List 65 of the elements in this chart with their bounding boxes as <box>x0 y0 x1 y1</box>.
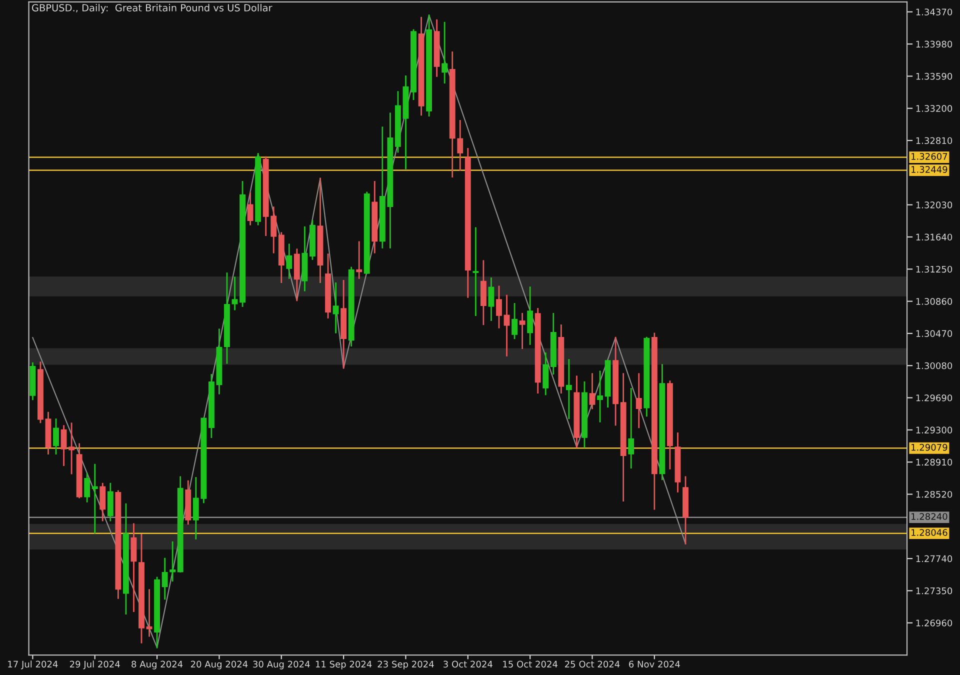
x-tick-label: 20 Aug 2024 <box>190 660 248 670</box>
candlestick <box>457 120 464 171</box>
y-tick-label: 1.30080 <box>916 362 952 370</box>
candlestick <box>92 464 98 534</box>
y-tick-label: 1.31250 <box>916 266 952 273</box>
candlestick <box>332 282 339 334</box>
x-tick-label: 15 Oct 2024 <box>503 660 558 668</box>
y-tick-label: 1.29300 <box>916 426 952 434</box>
y-tick-label: 1.33200 <box>916 105 952 112</box>
y-tick-label: 1.28520 <box>916 490 952 498</box>
y-tick-label: 1.30470 <box>916 330 952 337</box>
candlestick <box>480 260 486 326</box>
y-tick-label: 1.32810 <box>916 137 952 144</box>
candlestick <box>496 286 502 328</box>
y-tick-label: 1.33590 <box>916 72 952 80</box>
candlestick <box>232 276 238 310</box>
x-tick-label: 3 Oct 2024 <box>444 660 492 668</box>
candlestick <box>130 523 137 612</box>
x-tick-label: 25 Oct 2024 <box>565 660 620 668</box>
candlestick <box>68 422 75 474</box>
candlestick <box>472 227 479 316</box>
candlestick <box>512 303 518 340</box>
y-tick-label: 1.29690 <box>916 394 952 402</box>
x-tick-label: 29 Jul 2024 <box>70 660 120 670</box>
candlestick <box>84 472 90 502</box>
y-tick-label: 1.33980 <box>916 40 952 48</box>
candlestick <box>286 244 292 279</box>
x-tick-label: 17 Jul 2024 <box>8 660 58 670</box>
x-tick-label: 8 Aug 2024 <box>132 660 183 670</box>
y-tick-label: 1.31640 <box>916 234 952 241</box>
ref-line-label: 1.32449 <box>912 166 948 173</box>
candlestick <box>442 22 448 84</box>
ref-line-label: 1.32607 <box>912 153 948 160</box>
ref-line-label: 1.28240 <box>912 513 948 520</box>
x-tick-label: 30 Aug 2024 <box>253 660 310 670</box>
candlestick <box>519 312 526 349</box>
candlestick <box>53 418 59 455</box>
x-tick-label: 6 Nov 2024 <box>629 660 680 668</box>
candlestick <box>597 370 603 422</box>
chart-title: GBPUSD., Daily: Great Britain Pound vs US Dollar <box>32 4 272 14</box>
candlestick <box>60 425 67 466</box>
candlestick <box>488 277 494 321</box>
y-tick-label: 1.32030 <box>916 202 952 208</box>
candlestick <box>636 373 642 428</box>
y-tick-label: 1.28910 <box>916 458 952 466</box>
candlestick <box>589 373 596 410</box>
x-tick-label: 11 Sep 2024 <box>316 660 372 670</box>
y-tick-label: 1.34370 <box>916 8 952 16</box>
candlestick <box>146 589 152 637</box>
candlestick <box>628 388 634 469</box>
candlestick <box>356 241 362 279</box>
y-tick-label: 1.30860 <box>916 298 952 305</box>
candlestick <box>107 482 114 522</box>
y-tick-label: 1.26960 <box>916 620 952 626</box>
ref-line-label: 1.29079 <box>912 444 948 451</box>
candlestick <box>247 192 254 226</box>
ref-line-label: 1.28046 <box>912 529 948 536</box>
x-tick-label: 23 Sep 2024 <box>378 660 434 670</box>
y-tick-label: 1.27350 <box>916 587 952 594</box>
candlestick <box>566 359 572 420</box>
candlestick <box>100 482 106 522</box>
y-tick-label: 1.27740 <box>916 555 952 562</box>
candlestick <box>504 294 510 356</box>
candlestick <box>542 352 549 396</box>
candlestick <box>527 286 534 345</box>
